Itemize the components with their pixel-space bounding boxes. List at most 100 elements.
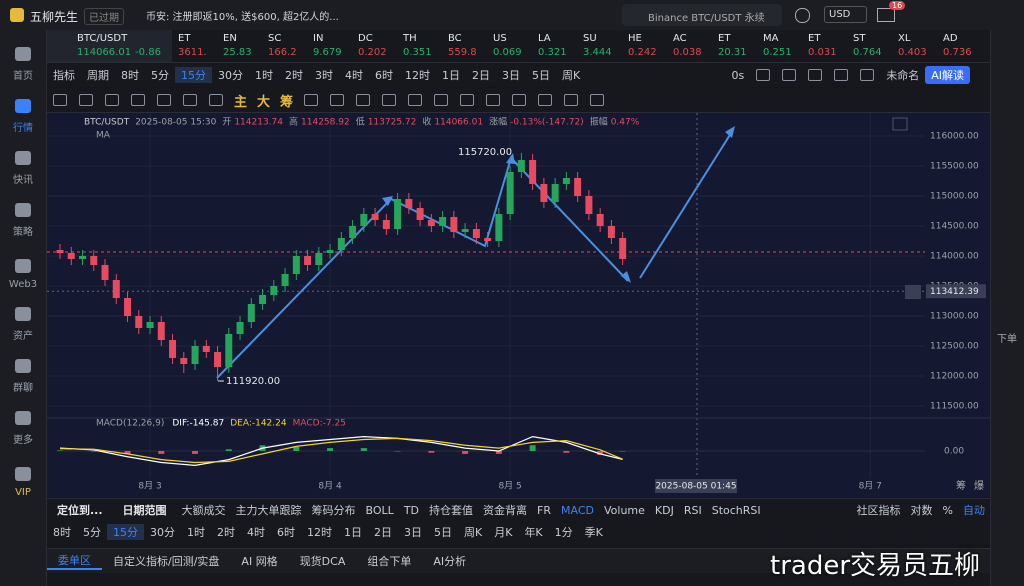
ticker[interactable]: ET 0.031 bbox=[802, 30, 847, 62]
bell-icon[interactable] bbox=[795, 8, 810, 23]
draw-icon[interactable] bbox=[330, 94, 345, 106]
interval-button[interactable]: 月K bbox=[494, 526, 513, 539]
fullscreen-icon[interactable] bbox=[892, 117, 908, 131]
toolbar-button[interactable]: 4时 bbox=[345, 69, 363, 82]
interval-button[interactable]: 季K bbox=[584, 526, 603, 539]
interval-button[interactable]: 30分 bbox=[150, 526, 175, 539]
tab[interactable]: 组合下单 bbox=[367, 555, 412, 568]
indicator-button[interactable]: MACD bbox=[561, 503, 594, 517]
interval-button[interactable]: 1日 bbox=[344, 526, 362, 539]
interval-button[interactable]: 年K bbox=[524, 526, 543, 539]
ticker[interactable]: AC 0.038 bbox=[667, 30, 712, 62]
ticker[interactable]: HE 0.242 bbox=[622, 30, 667, 62]
draw-icon[interactable] bbox=[486, 94, 501, 106]
order-button[interactable]: 下单 bbox=[997, 334, 1017, 345]
draw-icon[interactable] bbox=[105, 94, 119, 106]
ticker[interactable]: BTC/USDT 114066.01 -0.86 bbox=[47, 30, 172, 62]
axis-option[interactable]: 对数 bbox=[910, 504, 933, 517]
tab[interactable]: 委单区 bbox=[47, 552, 102, 570]
draw-icon[interactable] bbox=[183, 94, 197, 106]
draw-icon[interactable] bbox=[53, 94, 67, 106]
interval-button[interactable]: 5日 bbox=[434, 526, 452, 539]
mail-icon[interactable] bbox=[877, 8, 895, 22]
indicator-button[interactable]: RSI bbox=[683, 503, 702, 517]
ticker[interactable]: LA 0.321 bbox=[532, 30, 577, 62]
interval-button[interactable]: 15分 bbox=[107, 524, 144, 540]
draw-icon[interactable] bbox=[209, 94, 223, 106]
indicator-button[interactable]: 持仓套值 bbox=[429, 504, 474, 517]
toolbar-button[interactable]: 5日 bbox=[532, 69, 550, 82]
draw-icon[interactable] bbox=[408, 94, 423, 106]
status[interactable]: 已过期 bbox=[84, 8, 124, 25]
interval-button[interactable]: 5分 bbox=[83, 526, 101, 539]
nav-item[interactable]: VIP bbox=[0, 446, 46, 498]
ticker[interactable]: SU 3.444 bbox=[577, 30, 622, 62]
nav-item[interactable]: 更多 bbox=[0, 394, 46, 446]
ai-button[interactable]: AI解读 bbox=[925, 66, 970, 84]
news[interactable]: 币安: 注册即返10%, 送$600, 超2亿人的... bbox=[146, 12, 339, 23]
toolbar-button[interactable]: 周期 bbox=[87, 69, 109, 82]
date-button[interactable]: 日期范围 bbox=[122, 504, 167, 517]
draw-icon[interactable] bbox=[356, 94, 371, 106]
toolbar-button[interactable]: 周K bbox=[562, 69, 581, 82]
interval-button[interactable]: 8时 bbox=[53, 526, 71, 539]
indicator-button[interactable]: FR bbox=[537, 503, 552, 517]
draw-tool[interactable]: 大 bbox=[257, 94, 271, 110]
toolbar-button[interactable]: 1时 bbox=[255, 69, 273, 82]
interval-button[interactable]: 1时 bbox=[187, 526, 205, 539]
interval-button[interactable]: 3日 bbox=[404, 526, 422, 539]
draw-tool[interactable]: 主 bbox=[234, 94, 248, 110]
toolbar-button[interactable]: 6时 bbox=[375, 69, 393, 82]
axis-option[interactable]: % bbox=[942, 503, 953, 517]
toolbar-button[interactable]: 2日 bbox=[472, 69, 490, 82]
date-button[interactable]: 定位到... bbox=[57, 504, 103, 517]
draw-icon[interactable] bbox=[460, 94, 475, 106]
ticker[interactable]: ET 3611. bbox=[172, 30, 217, 62]
tool-icon[interactable] bbox=[834, 69, 849, 81]
ticker[interactable]: EN 25.83 bbox=[217, 30, 262, 62]
indicator-button[interactable]: TD bbox=[403, 503, 420, 517]
crosshair-add[interactable] bbox=[905, 285, 921, 299]
tool-icon[interactable] bbox=[782, 69, 797, 81]
indicator-button[interactable]: KDJ bbox=[654, 503, 674, 517]
indicator-button[interactable]: BOLL bbox=[365, 503, 394, 517]
toolbar-button[interactable]: 30分 bbox=[218, 69, 243, 82]
nav-item[interactable]: 资产 bbox=[0, 290, 46, 342]
currency[interactable]: USD bbox=[824, 6, 868, 23]
draw-icon[interactable] bbox=[157, 94, 171, 106]
interval-button[interactable]: 2日 bbox=[374, 526, 392, 539]
ticker[interactable]: SC 166.2 bbox=[262, 30, 307, 62]
tool-icon[interactable] bbox=[756, 69, 771, 81]
ticker[interactable]: AD 0.736 bbox=[937, 30, 982, 62]
draw-icon[interactable] bbox=[304, 94, 319, 106]
axis-button[interactable]: 爆 bbox=[974, 480, 984, 492]
draw-icon[interactable] bbox=[538, 94, 553, 106]
toolbar-button[interactable]: 3日 bbox=[502, 69, 520, 82]
toolbar-button[interactable]: 1日 bbox=[442, 69, 460, 82]
draw-icon[interactable] bbox=[382, 94, 397, 106]
toolbar-button[interactable]: 5分 bbox=[151, 69, 169, 82]
interval-button[interactable]: 2时 bbox=[217, 526, 235, 539]
indicator-button[interactable]: 筹码分布 bbox=[311, 504, 356, 517]
toolbar-button[interactable]: 2时 bbox=[285, 69, 303, 82]
toolbar-button[interactable]: 15分 bbox=[175, 67, 212, 83]
draw-icon[interactable] bbox=[564, 94, 579, 106]
ticker[interactable]: IN 9.679 bbox=[307, 30, 352, 62]
ticker[interactable]: XL 0.403 bbox=[892, 30, 937, 62]
timer[interactable]: 0s bbox=[731, 68, 745, 82]
indicator-button[interactable]: StochRSI bbox=[711, 503, 761, 517]
interval-button[interactable]: 4时 bbox=[247, 526, 265, 539]
ticker[interactable]: BC 559.8 bbox=[442, 30, 487, 62]
ticker[interactable]: MA 0.251 bbox=[757, 30, 802, 62]
ticker[interactable]: ST 0.764 bbox=[847, 30, 892, 62]
nav-item[interactable]: Web3 bbox=[0, 238, 46, 290]
interval-button[interactable]: 6时 bbox=[277, 526, 295, 539]
draw-tool[interactable]: 筹 bbox=[280, 94, 294, 110]
toolbar-button[interactable]: 12时 bbox=[405, 69, 430, 82]
tab[interactable]: 自定义指标/回测/实盘 bbox=[113, 555, 220, 568]
indicator-button[interactable]: 主力大单跟踪 bbox=[235, 504, 302, 517]
nav-item[interactable]: 策略 bbox=[0, 186, 46, 238]
axis-option[interactable]: 自动 bbox=[963, 504, 985, 517]
draw-icon[interactable] bbox=[131, 94, 145, 106]
indicator-button[interactable]: Volume bbox=[604, 503, 645, 517]
